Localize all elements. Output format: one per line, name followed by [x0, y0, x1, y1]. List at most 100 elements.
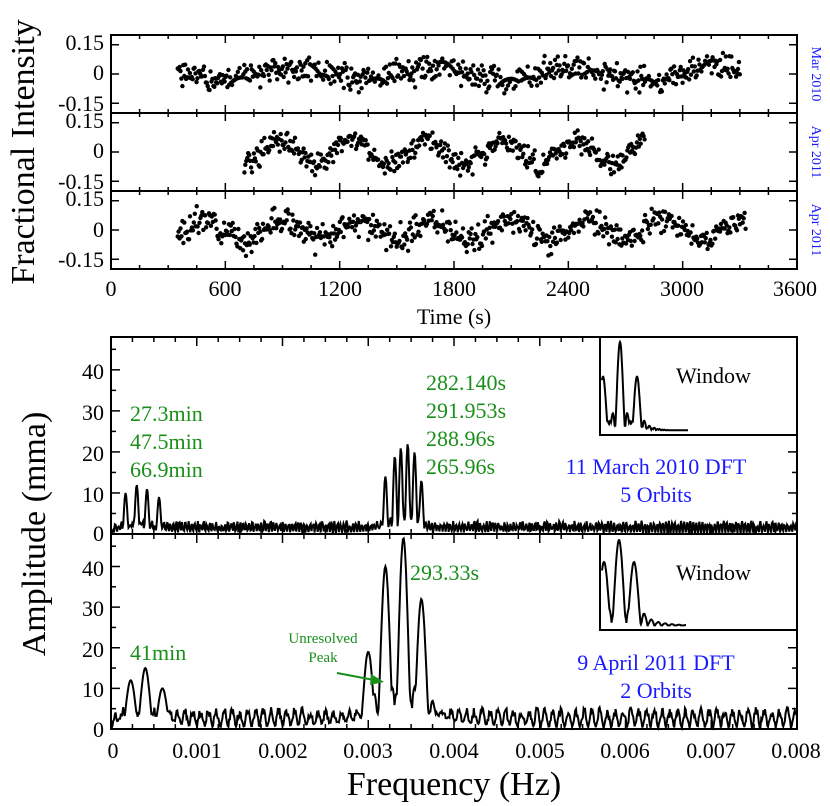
light-curve-point	[448, 228, 453, 233]
amp-tick-lower-10: 10	[82, 677, 104, 702]
time-tick-1800: 1800	[432, 276, 476, 301]
light-curve-point	[353, 131, 358, 136]
light-curve-point	[296, 76, 301, 81]
light-curve-point	[470, 241, 475, 247]
time-tick-600: 600	[209, 276, 242, 301]
light-curve-point	[455, 166, 460, 172]
light-curve-point	[393, 160, 398, 165]
light-curve-point	[636, 78, 641, 83]
light-curve-point	[587, 210, 593, 215]
light-curve-point	[190, 228, 196, 233]
light-curve-point	[634, 140, 640, 145]
light-curve-point	[531, 219, 536, 225]
light-curve-point	[614, 61, 620, 66]
light-curve-point	[256, 72, 261, 77]
light-curve-point	[468, 231, 473, 237]
light-curve-point	[596, 147, 601, 152]
light-curve-point	[741, 216, 746, 221]
light-curve-point	[413, 150, 418, 156]
panel-apr-2011-a-frame	[110, 112, 798, 192]
light-curve-point	[465, 242, 470, 247]
light-curve-point	[585, 216, 590, 221]
light-curve-point	[579, 152, 584, 157]
light-curve-point	[318, 152, 323, 157]
light-curve-point	[436, 63, 441, 68]
light-curve-point	[611, 170, 617, 175]
light-curve-point	[326, 76, 331, 82]
light-curve-point	[466, 165, 471, 170]
upper-period-282-140s: 282.140s	[426, 370, 506, 395]
light-curve-point	[524, 165, 530, 170]
light-curve-point	[647, 231, 652, 236]
light-curve-point	[235, 69, 240, 75]
light-curve-point	[375, 157, 381, 162]
light-curve-point	[233, 234, 238, 240]
light-curve-point	[330, 73, 335, 79]
light-curve-point	[430, 130, 435, 135]
light-curve-point	[185, 67, 191, 72]
light-curve-point	[290, 139, 296, 144]
light-curve-point	[347, 216, 352, 221]
light-curve-point	[438, 139, 444, 144]
light-curve-point	[501, 214, 506, 219]
upper-dft-orbits: 5 Orbits	[620, 482, 692, 507]
light-curve-point	[512, 209, 517, 215]
light-curve-point	[240, 248, 246, 253]
light-curve-point	[494, 72, 499, 78]
freq-tick-0007: 0.007	[686, 738, 736, 763]
amp-tick-lower-30: 30	[82, 596, 104, 621]
light-curve-point	[413, 213, 418, 218]
light-curve-point	[192, 65, 197, 71]
light-curve-point	[667, 78, 672, 83]
light-curve-point	[316, 60, 321, 65]
light-curve-point	[279, 138, 284, 143]
light-curve-point	[460, 226, 466, 231]
light-curve-point	[635, 133, 641, 138]
light-curve-point	[459, 235, 465, 240]
light-curve-point	[247, 78, 253, 83]
light-curve-point	[631, 227, 636, 232]
light-curve-point	[514, 145, 519, 150]
light-curve-point	[681, 68, 686, 73]
light-curve-point	[404, 237, 410, 242]
light-curve-point	[731, 215, 736, 220]
light-curve-point	[382, 171, 387, 176]
light-curve-point	[628, 238, 633, 244]
light-curve-point	[298, 231, 304, 236]
light-curve-point	[313, 252, 318, 257]
light-curve-point	[580, 220, 585, 226]
light-curve-point	[203, 225, 209, 230]
light-curve-point	[422, 142, 428, 147]
light-curve-point	[581, 224, 586, 229]
light-curve-point	[405, 248, 411, 253]
light-curve-point	[539, 239, 544, 244]
dft-lower-spectrum-line	[110, 536, 798, 732]
light-curve-point	[368, 223, 374, 228]
light-curve-point	[412, 235, 417, 240]
light-curve-point	[550, 65, 556, 71]
light-curve-point	[656, 221, 661, 226]
light-curve-point	[548, 60, 553, 66]
light-curve-point	[608, 167, 613, 172]
light-curve-point	[530, 152, 535, 157]
time-tick-2400: 2400	[546, 276, 590, 301]
light-curve-point	[253, 159, 258, 164]
light-curve-point	[544, 72, 549, 78]
light-curve-point	[185, 229, 190, 234]
light-curve-point	[253, 226, 258, 232]
light-curve-point	[282, 56, 287, 61]
light-curve-point	[281, 74, 286, 80]
light-curve-panels	[110, 34, 798, 270]
light-curve-point	[291, 151, 297, 156]
light-curve-ticks	[110, 35, 798, 269]
light-curve-point	[178, 226, 183, 231]
light-curve-point	[604, 221, 609, 227]
light-curve-point	[496, 67, 501, 72]
light-curve-point	[334, 150, 340, 156]
light-curve-point	[438, 142, 443, 148]
lower-period-293-33s: 293.33s	[410, 560, 479, 585]
light-curve-point	[606, 242, 612, 247]
light-curve-point	[606, 154, 611, 159]
light-curve-point	[458, 173, 463, 178]
light-curve-point	[637, 136, 642, 142]
